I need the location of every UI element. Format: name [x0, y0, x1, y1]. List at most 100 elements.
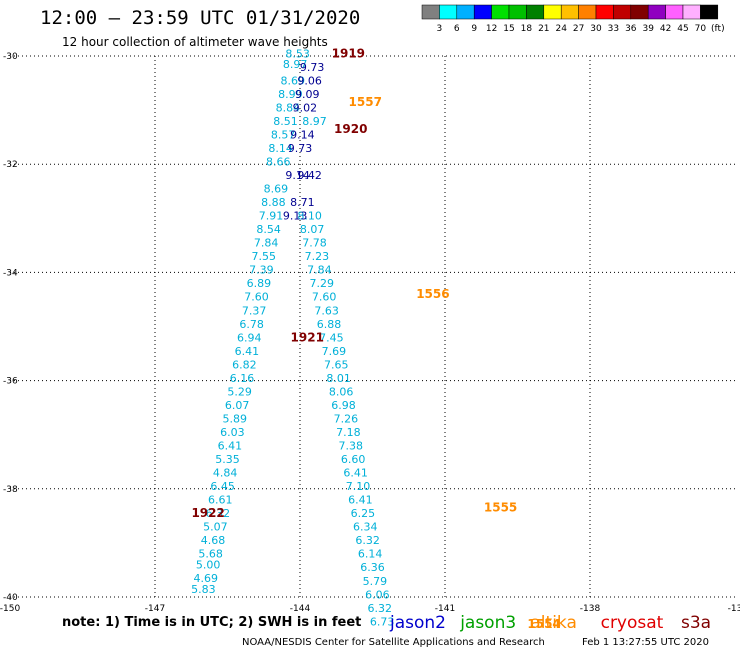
wave-height-point: 8.14: [268, 142, 293, 155]
wave-height-point: 7.65: [324, 358, 349, 371]
x-tick-label: -141: [435, 604, 455, 614]
legend-label: 24: [555, 24, 567, 34]
wave-height-point: 8.69: [281, 74, 306, 87]
wave-height-point: 7.91: [259, 210, 284, 223]
wave-height-point: 8.97: [283, 58, 308, 71]
chart-title: 12:00 — 23:59 UTC 01/31/2020: [40, 7, 360, 29]
wave-height-point: 9.42: [297, 169, 322, 182]
data-points: 5.834.695.005.684.685.076.326.616.454.84…: [191, 47, 394, 628]
wave-height-point: 7.55: [252, 250, 277, 263]
legend-swatch: [473, 4, 492, 20]
wave-height-point: 5.00: [196, 559, 221, 572]
time-annotation: 1921: [291, 330, 324, 344]
wave-height-point: 8.54: [256, 223, 281, 236]
legend-label: 70: [695, 24, 707, 34]
wave-height-point: 6.41: [218, 440, 243, 453]
wave-height-point: 5.68: [198, 548, 223, 561]
legend-label: 27: [573, 24, 584, 34]
wave-height-point: 7.84: [254, 237, 279, 250]
wave-height-point: 8.51: [273, 115, 298, 128]
wave-height-point: 9.13: [283, 210, 308, 223]
legend-swatch: [421, 4, 440, 20]
wave-height-point: 6.41: [235, 345, 260, 358]
wave-height-point: 7.37: [242, 304, 267, 317]
wave-height-point: 7.38: [339, 440, 364, 453]
wave-height-point: 7.78: [302, 237, 327, 250]
y-tick-label: -36: [3, 377, 18, 387]
wave-height-point: 8.84: [276, 101, 301, 114]
time-annotation: 1556: [416, 287, 449, 301]
legend-swatch: [630, 4, 649, 20]
satellite-name: altika: [530, 613, 577, 633]
wave-height-point: 6.61: [208, 494, 233, 507]
legend-swatch: [439, 4, 458, 20]
time-annotations: 1919 1557 1920 1556 1921 1555 1922 1554: [191, 46, 560, 631]
time-annotation: 1922: [191, 506, 224, 520]
satellite-name: s3a: [681, 613, 711, 633]
legend-swatch: [560, 4, 579, 20]
legend-label: (ft): [711, 24, 725, 34]
wave-height-point: 9.14: [290, 128, 315, 141]
wave-height-point: 4.69: [194, 572, 219, 585]
wave-height-point: 6.98: [331, 399, 356, 412]
wave-height-point: 8.53: [285, 47, 310, 60]
wave-height-point: 8.57: [271, 128, 296, 141]
legend-label: 12: [486, 24, 497, 34]
legend-swatch: [543, 4, 562, 20]
legend-swatch: [595, 4, 614, 20]
wave-height-point: 6.88: [317, 318, 342, 331]
wave-height-point: 8.07: [300, 223, 325, 236]
wave-height-point: 9.06: [297, 74, 322, 87]
y-tick-label: -34: [3, 268, 18, 278]
time-annotation: 1920: [334, 122, 367, 136]
wave-height-point: 6.78: [239, 318, 264, 331]
wave-height-point: 6.07: [225, 399, 250, 412]
legend-swatch: [665, 4, 684, 20]
legend-label: 18: [521, 24, 533, 34]
wave-height-point: 8.01: [326, 372, 351, 385]
wave-height-point: 7.26: [334, 412, 359, 425]
wave-height-point: 4.68: [201, 534, 226, 547]
wave-height-point: 9.02: [293, 101, 318, 114]
time-annotation: 1557: [349, 95, 382, 109]
legend-label: 33: [608, 24, 619, 34]
wave-height-point: 6.45: [210, 480, 235, 493]
wave-height-point: 5.35: [215, 453, 240, 466]
y-tick-label: -30: [3, 52, 18, 62]
legend-swatch: [508, 4, 527, 20]
wave-height-point: 7.23: [305, 250, 330, 263]
wave-height-point: 7.69: [322, 345, 347, 358]
wave-height-point: 6.34: [353, 521, 378, 534]
wave-height-point: 6.32: [368, 602, 393, 615]
wave-height-point: 8.10: [297, 210, 322, 223]
wave-height-point: 6.14: [358, 548, 383, 561]
wave-height-point: 9.73: [288, 142, 313, 155]
axis-ticks: -30 -32 -34 -36 -38 -40-150 -147 -144 -141 -138 -1…: [0, 52, 740, 614]
x-tick-label: -144: [290, 604, 311, 614]
legend-label: 45: [677, 24, 688, 34]
wave-height-point: 8.71: [290, 196, 315, 209]
wave-height-point: 6.32: [206, 507, 231, 520]
time-annotation: 1919: [332, 46, 365, 60]
footer-timestamp: Feb 1 13:27:55 UTC 2020: [582, 637, 709, 648]
wave-height-point: 7.63: [314, 304, 339, 317]
wave-height-point: 6.25: [351, 507, 376, 520]
legend-swatch: [526, 4, 545, 20]
x-tick-label: -13: [728, 604, 740, 614]
legend-swatch: [491, 4, 510, 20]
wave-height-legend: 3 6 9 12 15 18 21 24 27 30 33 36 39 42 45 70 (ft): [421, 4, 725, 34]
wave-height-point: 6.82: [232, 358, 257, 371]
wave-height-point: 9.14: [285, 169, 310, 182]
wave-height-point: 5.07: [203, 521, 228, 534]
footer-note: note: 1) Time is in UTC; 2) SWH is in fe…: [62, 615, 361, 630]
legend-label: 30: [590, 24, 602, 34]
wave-height-point: 7.45: [319, 331, 344, 344]
wave-height-point: 7.60: [244, 291, 269, 304]
legend-swatch: [647, 4, 666, 20]
satellite-name: jason3: [459, 613, 516, 633]
legend-swatch: [700, 4, 719, 20]
wave-height-point: 6.73: [370, 615, 395, 628]
wave-height-point: 6.03: [220, 426, 245, 439]
legend-label: 42: [660, 24, 671, 34]
wave-height-point: 6.41: [343, 467, 368, 480]
